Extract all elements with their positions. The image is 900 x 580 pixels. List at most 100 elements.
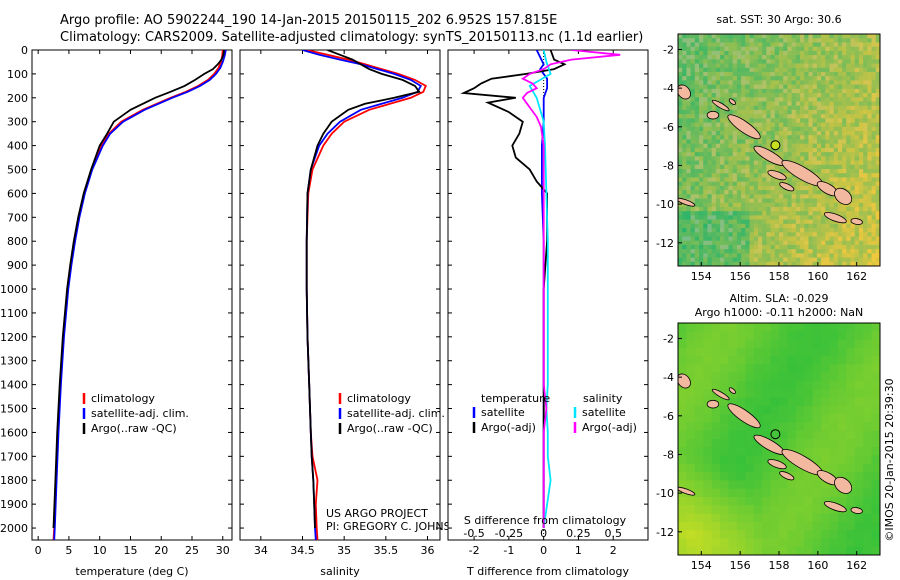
heat-cell [736, 219, 742, 225]
heat-cell [833, 122, 839, 128]
heat-cell [711, 323, 721, 332]
heat-cell [787, 55, 793, 60]
heat-cell [850, 240, 856, 246]
heat-cell [837, 521, 847, 531]
heat-cell [720, 447, 730, 457]
heat-cell [694, 34, 700, 39]
heat-cell [711, 59, 717, 65]
heat-cell [715, 88, 721, 94]
heat-cell [757, 118, 763, 124]
heat-cell [715, 249, 721, 254]
heat-cell [753, 67, 759, 73]
heat-cell [867, 135, 873, 141]
heat-cell [842, 105, 847, 111]
heat-cell [694, 211, 700, 216]
heat-cell [686, 190, 692, 195]
heat-cell [842, 244, 847, 250]
heat-cell [686, 261, 692, 266]
heat-cell [774, 236, 780, 242]
heat-cell [842, 206, 847, 212]
heat-cell [816, 84, 822, 90]
heat-cell [774, 42, 780, 48]
heat-cell [728, 414, 738, 424]
heat-cell [741, 67, 746, 73]
heat-cell [808, 93, 814, 98]
heat-cell [703, 253, 709, 259]
heat-cell [749, 190, 755, 195]
heat-cell [850, 244, 856, 250]
heat-cell [690, 50, 696, 56]
heat-cell [854, 389, 864, 399]
heat-cell [821, 114, 826, 119]
heat-cell [846, 143, 852, 149]
heat-cell [871, 38, 877, 44]
heat-cell [808, 198, 814, 204]
depth-tick-label: 1900 [0, 498, 28, 511]
heat-cell [791, 126, 797, 132]
heat-cell [682, 50, 688, 56]
heat-cell [774, 84, 780, 90]
heat-cell [711, 202, 717, 208]
heat-cell [875, 76, 880, 81]
heat-cell [711, 34, 717, 39]
heat-cell [774, 152, 780, 157]
heat-cell [686, 389, 696, 399]
top-tick-label: 0.25 [566, 527, 591, 540]
heat-cell [804, 147, 810, 153]
heat-cell [694, 356, 704, 366]
heat-cell [833, 152, 839, 157]
heat-cell [795, 236, 801, 242]
heat-cell [736, 211, 742, 216]
heat-cell [816, 59, 822, 65]
heat-cell [694, 135, 700, 141]
heat-cell [728, 63, 734, 69]
heat-cell [770, 232, 776, 238]
heat-cell [682, 257, 688, 263]
heat-cell [825, 118, 831, 124]
heat-cell [804, 364, 814, 374]
heat-cell [753, 497, 763, 506]
heat-cell [800, 228, 805, 233]
heat-cell [720, 219, 725, 225]
heat-cell [812, 228, 818, 233]
heat-cell [753, 122, 759, 128]
heat-cell [800, 34, 805, 39]
heat-cell [745, 232, 751, 238]
heat-cell [703, 244, 709, 250]
heat-cell [720, 414, 730, 424]
heat-cell [686, 34, 692, 39]
heat-cell [837, 109, 843, 115]
heat-cell [749, 156, 755, 162]
heat-cell [871, 190, 877, 195]
heat-cell [837, 405, 847, 415]
heat-cell [825, 42, 831, 48]
heat-cell [686, 206, 692, 212]
heat-cell [858, 232, 864, 238]
heat-cell [787, 261, 793, 266]
heat-cell [703, 331, 713, 341]
heat-cell [732, 88, 738, 94]
heat-cell [842, 131, 847, 136]
heat-cell [833, 249, 839, 254]
heat-cell [766, 257, 772, 263]
heat-cell [753, 152, 759, 157]
heat-cell [678, 339, 688, 349]
heat-cell [736, 206, 742, 212]
heat-cell [774, 257, 780, 263]
heat-cell [736, 190, 742, 195]
heat-cell [766, 253, 772, 259]
heat-cell [682, 177, 688, 183]
heat-cell [736, 109, 742, 115]
heat-cell [858, 177, 864, 183]
heat-cell [711, 364, 721, 374]
heat-cell [795, 156, 801, 162]
heat-cell [779, 405, 789, 415]
heat-cell [842, 135, 847, 141]
heat-cell [825, 202, 831, 208]
heat-cell [842, 59, 847, 65]
heat-cell [833, 126, 839, 132]
heat-cell [766, 55, 772, 60]
heat-cell [825, 71, 831, 77]
heat-cell [703, 439, 713, 448]
island [678, 486, 696, 496]
